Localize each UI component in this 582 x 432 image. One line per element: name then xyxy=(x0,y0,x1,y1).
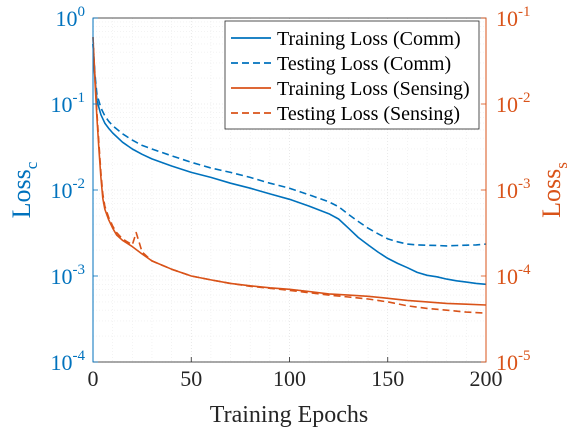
left-tick-label: 10-1 xyxy=(51,90,86,117)
x-tick-label: 50 xyxy=(180,366,202,391)
legend-label-3: Testing Loss (Sensing) xyxy=(277,103,460,125)
x-axis-label: Training Epochs xyxy=(210,402,368,428)
x-axis: 0 50 100 150 200 xyxy=(88,357,503,391)
series-line-2 xyxy=(92,37,487,306)
legend: Training Loss (Comm) Testing Loss (Comm) T… xyxy=(224,20,480,130)
right-axis-label: Losss xyxy=(537,162,571,218)
left-tick-label: 100 xyxy=(56,4,86,31)
x-tick-label: 0 xyxy=(88,366,99,391)
left-tick-label: 10-4 xyxy=(51,348,86,375)
left-axis-label: Lossc xyxy=(7,161,41,218)
right-tick-label: 10-1 xyxy=(496,4,531,31)
legend-label-0: Training Loss (Comm) xyxy=(277,28,461,50)
right-axis: 10-1 10-2 10-3 10-4 10-5 xyxy=(481,4,531,375)
left-axis-label-sub: c xyxy=(22,161,41,169)
right-axis-label-sub: s xyxy=(552,162,571,169)
plot-lines xyxy=(92,37,487,314)
x-tick-label: 100 xyxy=(273,366,306,391)
x-tick-label: 200 xyxy=(470,366,503,391)
left-tick-label: 10-3 xyxy=(51,262,86,289)
left-tick-label: 10-2 xyxy=(51,176,86,203)
right-tick-label: 10-5 xyxy=(496,348,531,375)
series-line-3 xyxy=(92,37,487,314)
left-axis: 100 10-1 10-2 10-3 10-4 xyxy=(51,4,98,375)
legend-box xyxy=(224,20,480,130)
right-tick-label: 10-3 xyxy=(496,176,531,203)
right-tick-label: 10-2 xyxy=(496,90,531,117)
legend-label-1: Testing Loss (Comm) xyxy=(277,53,451,75)
left-axis-label-main: Loss xyxy=(7,169,36,218)
right-tick-label: 10-4 xyxy=(496,262,531,289)
x-tick-label: 150 xyxy=(371,366,404,391)
legend-label-2: Training Loss (Sensing) xyxy=(277,78,470,100)
series-line-0 xyxy=(92,43,487,286)
right-axis-label-main: Loss xyxy=(537,169,566,218)
